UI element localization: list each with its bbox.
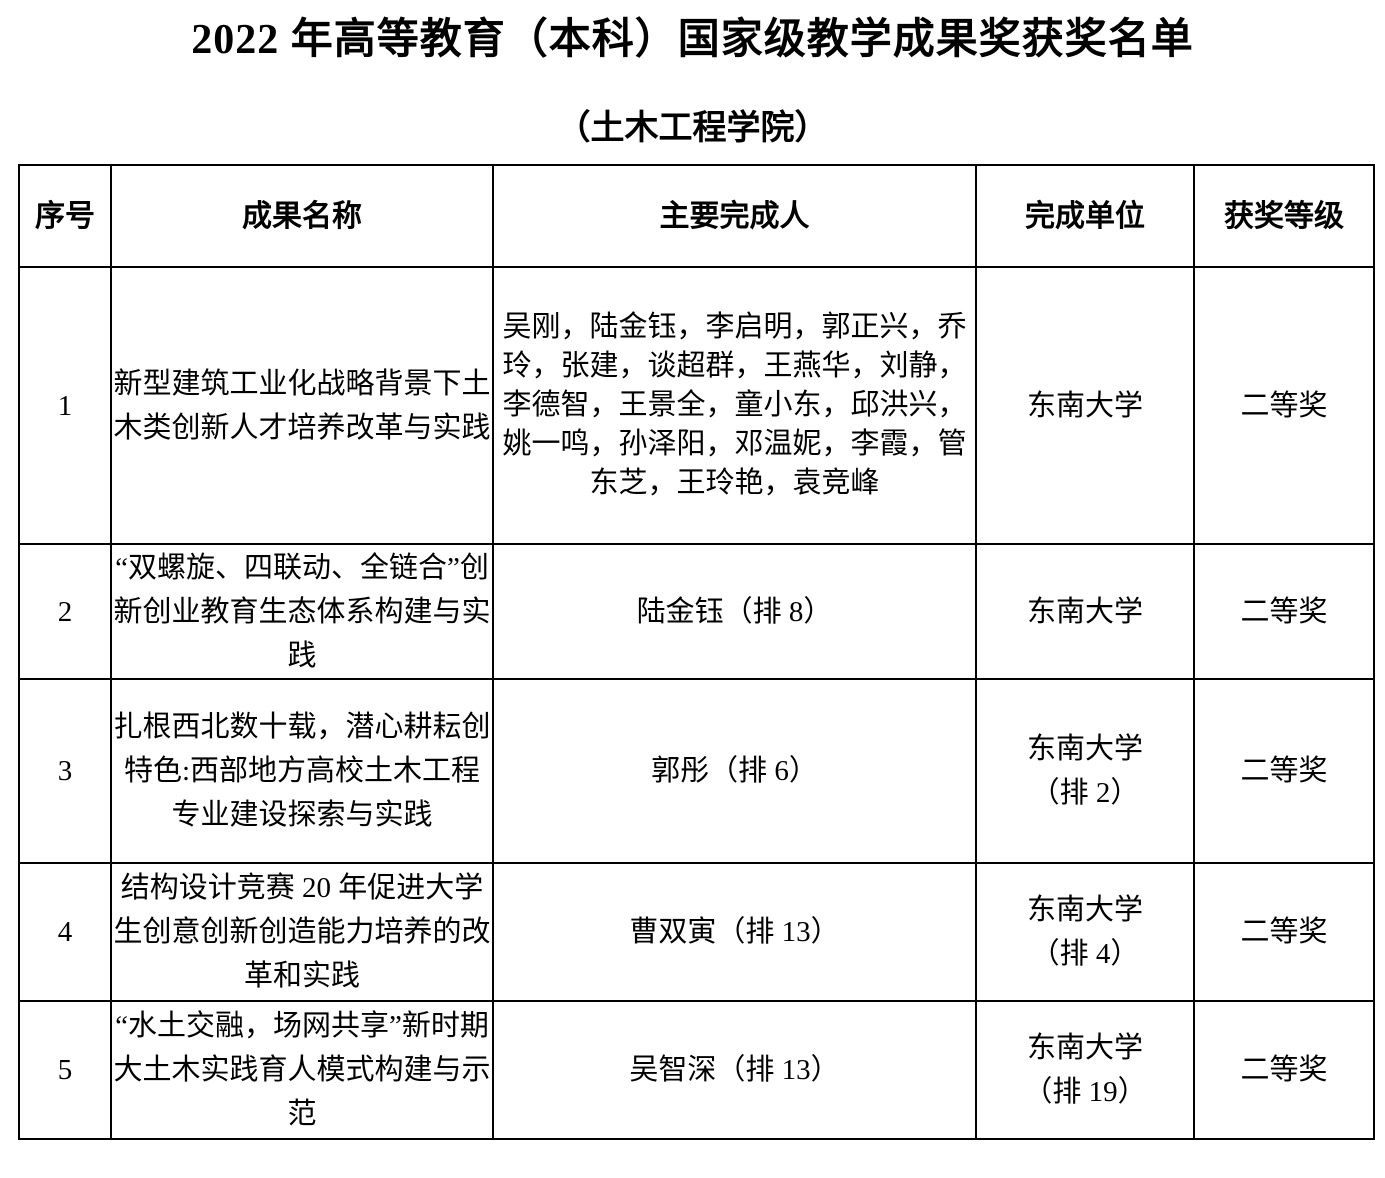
header-achievement-name: 成果名称 bbox=[110, 164, 494, 268]
table-row: 4 结构设计竞赛 20 年促进大学生创意创新创造能力培养的改革和实践 曹双寅（排… bbox=[18, 862, 1375, 1002]
table-row: 5 “水土交融，场网共享”新时期大土木实践育人模式构建与示范 吴智深（排 13）… bbox=[18, 1000, 1375, 1140]
cell-achievement-name: “水土交融，场网共享”新时期大土木实践育人模式构建与示范 bbox=[110, 1000, 494, 1140]
page-subtitle: （土木工程学院） bbox=[556, 110, 829, 147]
cell-completing-unit: 东南大学 （排 19） bbox=[975, 1000, 1195, 1140]
table-row: 2 “双螺旋、四联动、全链合”创新创业教育生态体系构建与实践 陆金钰（排 8） … bbox=[18, 543, 1375, 680]
cell-index: 1 bbox=[18, 266, 112, 545]
cell-achievement-name: “双螺旋、四联动、全链合”创新创业教育生态体系构建与实践 bbox=[110, 543, 494, 680]
table-row: 3 扎根西北数十载，潜心耕耘创特色:西部地方高校土木工程专业建设探索与实践 郭彤… bbox=[18, 678, 1375, 864]
header-completing-unit: 完成单位 bbox=[975, 164, 1195, 268]
cell-achievement-name: 扎根西北数十载，潜心耕耘创特色:西部地方高校土木工程专业建设探索与实践 bbox=[110, 678, 494, 864]
cell-achievement-name: 新型建筑工业化战略背景下土木类创新人才培养改革与实践 bbox=[110, 266, 494, 545]
cell-main-contributors: 吴智深（排 13） bbox=[492, 1000, 977, 1140]
cell-award-level: 二等奖 bbox=[1193, 266, 1375, 545]
cell-main-contributors: 陆金钰（排 8） bbox=[492, 543, 977, 680]
cell-achievement-name: 结构设计竞赛 20 年促进大学生创意创新创造能力培养的改革和实践 bbox=[110, 862, 494, 1002]
cell-completing-unit: 东南大学 bbox=[975, 266, 1195, 545]
cell-index: 2 bbox=[18, 543, 112, 680]
cell-completing-unit: 东南大学 （排 2） bbox=[975, 678, 1195, 864]
page-title: 2022 年高等教育（本科）国家级教学成果奖获奖名单 bbox=[191, 17, 1194, 63]
table-row: 1 新型建筑工业化战略背景下土木类创新人才培养改革与实践 吴刚，陆金钰，李启明，… bbox=[18, 266, 1375, 545]
awards-table: 序号 成果名称 主要完成人 完成单位 获奖等级 1 新型建筑工业化战略背景下土木… bbox=[18, 164, 1375, 1140]
cell-award-level: 二等奖 bbox=[1193, 862, 1375, 1002]
cell-index: 4 bbox=[18, 862, 112, 1002]
cell-index: 3 bbox=[18, 678, 112, 864]
cell-main-contributors: 郭彤（排 6） bbox=[492, 678, 977, 864]
cell-award-level: 二等奖 bbox=[1193, 543, 1375, 680]
cell-completing-unit: 东南大学 bbox=[975, 543, 1195, 680]
header-award-level: 获奖等级 bbox=[1193, 164, 1375, 268]
cell-index: 5 bbox=[18, 1000, 112, 1140]
cell-award-level: 二等奖 bbox=[1193, 1000, 1375, 1140]
cell-award-level: 二等奖 bbox=[1193, 678, 1375, 864]
header-index: 序号 bbox=[18, 164, 112, 268]
cell-main-contributors: 曹双寅（排 13） bbox=[492, 862, 977, 1002]
cell-main-contributors: 吴刚，陆金钰，李启明，郭正兴，乔玲，张建，谈超群，王燕华，刘静，李德智，王景全，… bbox=[492, 266, 977, 545]
table-header-row: 序号 成果名称 主要完成人 完成单位 获奖等级 bbox=[18, 164, 1375, 268]
header-main-contributors: 主要完成人 bbox=[492, 164, 977, 268]
cell-completing-unit: 东南大学 （排 4） bbox=[975, 862, 1195, 1002]
